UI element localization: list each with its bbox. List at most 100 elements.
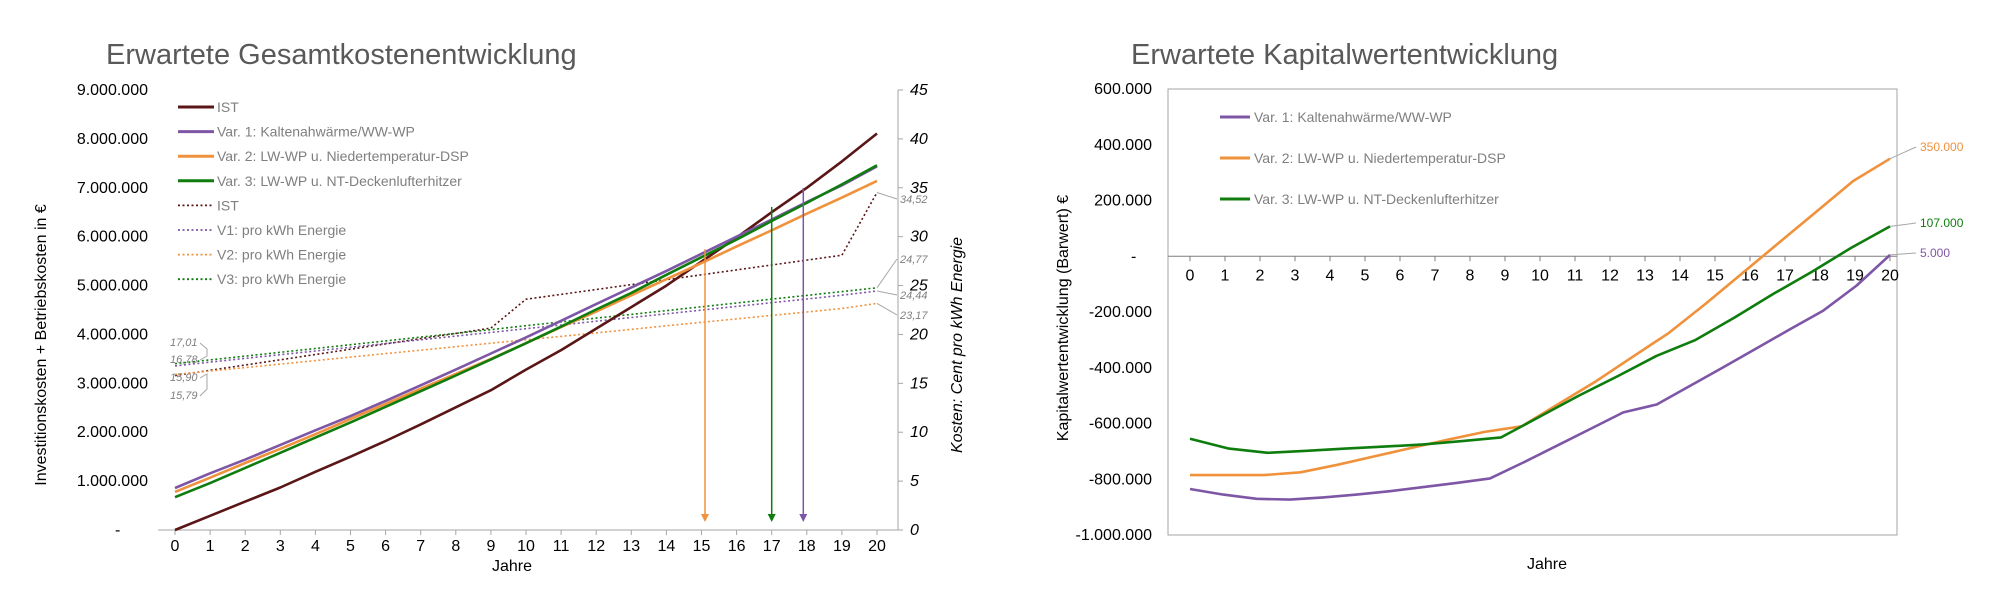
cost-y-tick: 9.000.000 [77, 82, 148, 99]
cost-annotations: 17,01 16,78 15,90 15,79 34,52 24,77 24,44 23,17 [170, 187, 928, 522]
cost-x-tick: 14 [658, 538, 676, 555]
cost-y-tick: 6.000.000 [77, 229, 148, 246]
cost-y2-tick: 5 [910, 473, 919, 490]
npv-x-tick: 8 [1466, 267, 1475, 284]
npv-y-tick: -200.000 [1089, 304, 1152, 321]
npv-x-tick: 7 [1431, 267, 1440, 284]
npv-end-leader [1889, 222, 1917, 227]
cost-x-tick: 20 [868, 538, 886, 555]
cost-y2-tick: 0 [910, 522, 919, 539]
npv-series-v1 [1189, 253, 1891, 501]
cost-end-leader [876, 290, 898, 296]
cost-x-tick: 13 [622, 538, 640, 555]
cost-legend-label: Var. 1: Kaltenahwärme/WW-WP [217, 124, 415, 140]
cost-x-tick: 0 [171, 538, 180, 555]
npv-x-tick: 2 [1256, 267, 1265, 284]
cost-series-ist-solid [174, 132, 878, 532]
cost-x-tick: 19 [833, 538, 851, 555]
npv-end-leader [1889, 146, 1917, 160]
cost-x-tick: 16 [728, 538, 746, 555]
npv-y-tick: 400.000 [1094, 137, 1152, 154]
cost-legend-label: IST [217, 99, 239, 115]
cost-lines [174, 132, 878, 532]
cost-x-tick: 4 [311, 538, 320, 555]
cost-series-v3-solid [174, 164, 878, 499]
npv-y-label: Kapitalwertentwicklung (Barwert) € [1055, 195, 1072, 441]
cost-legend-label: IST [217, 197, 239, 213]
npv-x-tick: 12 [1601, 267, 1619, 284]
npv-end-label: 350.000 [1920, 140, 1964, 154]
npv-y-tick: 600.000 [1094, 81, 1152, 98]
cost-series-v2-dotted [174, 302, 878, 376]
cost-end-leader [876, 191, 898, 200]
npv-x-tick: 18 [1811, 267, 1829, 284]
npv-y-tick: -1.000.000 [1075, 527, 1152, 544]
cost-y2-tick: 15 [910, 375, 928, 392]
cost-y2-tick: 20 [909, 326, 928, 343]
cost-ticks: - 1.000.000 2.000.000 3.000.000 4.000.000 5.0… [77, 82, 928, 555]
cost-start-leader [199, 373, 208, 397]
cost-end-label: 24,77 [899, 254, 928, 266]
cost-y-tick: 3.000.000 [77, 375, 148, 392]
npv-x-tick: 9 [1501, 267, 1510, 284]
cost-y-tick: 2.000.000 [77, 424, 148, 441]
cost-chart: Erwartete Gesamtkostenentwicklung Jahre … [33, 39, 966, 575]
cost-x-tick: 7 [416, 538, 425, 555]
npv-y-tick: 200.000 [1094, 193, 1152, 210]
cost-x-tick: 11 [553, 538, 570, 555]
cost-legend-label: Var. 3: LW-WP u. NT-Deckenlufterhitzer [217, 173, 462, 189]
break-even-arrowhead-v1 [799, 514, 808, 522]
cost-start-leader [199, 342, 208, 361]
npv-y-tick: -400.000 [1089, 360, 1152, 377]
npv-end-leader [1889, 252, 1917, 256]
cost-y2-tick: 10 [910, 424, 928, 441]
npv-x-tick: 1 [1221, 267, 1230, 284]
cost-x-tick: 17 [763, 538, 781, 555]
cost-x-tick: 6 [381, 538, 390, 555]
npv-y-tick: -800.000 [1089, 471, 1152, 488]
cost-x-label: Jahre [492, 558, 532, 575]
npv-x-tick: 4 [1326, 267, 1335, 284]
npv-x-tick: 5 [1361, 267, 1370, 284]
cost-y-tick: 1.000.000 [77, 473, 148, 490]
cost-start-label: 15,79 [170, 390, 198, 402]
cost-y-tick: 4.000.000 [77, 326, 148, 343]
npv-x-tick: 11 [1567, 267, 1584, 284]
npv-x-tick: 17 [1776, 267, 1794, 284]
npv-annotations: 350.000 107.000 5.000 [1889, 140, 1964, 260]
npv-x-tick: 13 [1636, 267, 1654, 284]
cost-series-v3-dotted [174, 287, 878, 365]
cost-start-label: 16,78 [170, 354, 198, 366]
cost-x-tick: 10 [517, 538, 535, 555]
cost-y-tick: 7.000.000 [77, 180, 148, 197]
npv-x-tick: 14 [1671, 267, 1689, 284]
cost-y2-label: Kosten: Cent pro kWh Energie [949, 237, 966, 453]
cost-x-tick: 2 [241, 538, 250, 555]
cost-y-tick: 5.000.000 [77, 278, 148, 295]
npv-plot-frame [1167, 88, 1898, 536]
npv-x-tick: 3 [1291, 267, 1300, 284]
cost-end-leader [876, 258, 898, 289]
cost-x-tick: 1 [206, 538, 215, 555]
cost-y2-tick: 30 [910, 229, 928, 246]
npv-y-tick: - [1131, 248, 1136, 265]
cost-series-ist-dotted [174, 192, 878, 377]
cost-x-tick: 12 [587, 538, 605, 555]
npv-x-tick: 20 [1881, 267, 1899, 284]
npv-lines [1189, 157, 1891, 501]
cost-x-tick: 15 [693, 538, 711, 555]
break-even-arrowhead-v3 [767, 514, 776, 522]
cost-y-tick: 8.000.000 [77, 131, 148, 148]
npv-y-tick: -600.000 [1089, 416, 1152, 433]
npv-legend: Var. 1: Kaltenahwärme/WW-WP Var. 2: LW-WP… [1220, 109, 1506, 207]
cost-series-v1-dotted [174, 290, 878, 367]
npv-x-tick: 10 [1531, 267, 1549, 284]
cost-legend-label: V2: pro kWh Energie [217, 247, 346, 263]
cost-y2-tick: 40 [910, 131, 928, 148]
npv-x-tick: 19 [1846, 267, 1864, 284]
cost-chart-title: Erwartete Gesamtkostenentwicklung [106, 39, 577, 71]
npv-chart-title: Erwartete Kapitalwertentwicklung [1131, 39, 1558, 71]
npv-end-label: 107.000 [1920, 216, 1964, 230]
cost-y2-tick: 25 [909, 278, 928, 295]
